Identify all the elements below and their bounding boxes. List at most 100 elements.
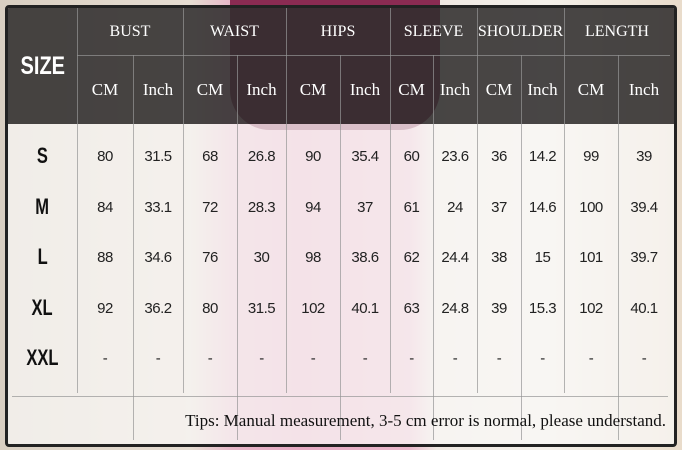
column-divider — [133, 55, 134, 440]
unit-header: CM — [299, 79, 327, 99]
unit-header: CM — [398, 79, 425, 99]
table-cell: 28.3 — [247, 198, 276, 216]
unit-header: Inch — [246, 79, 277, 99]
table-cell: 92 — [97, 299, 113, 317]
group-header-length: LENGTH — [585, 22, 649, 40]
unit-header: Inch — [349, 79, 381, 99]
table-cell: - — [641, 349, 647, 367]
column-divider — [183, 8, 184, 393]
table-cell: 98 — [305, 248, 321, 266]
table-cell: 31.5 — [144, 147, 172, 165]
table-cell: - — [409, 349, 414, 367]
body-footer-divider — [12, 396, 668, 397]
table-cell: 102 — [579, 299, 603, 317]
unit-header: Inch — [439, 79, 471, 99]
size-label-l: L — [37, 244, 48, 269]
unit-header: Inch — [142, 79, 174, 99]
column-divider — [564, 8, 565, 393]
unit-header: Inch — [527, 79, 558, 99]
table-cell: 37 — [491, 198, 507, 216]
table-cell: - — [102, 349, 108, 367]
table-cell: 84 — [97, 198, 113, 216]
table-cell: 62 — [403, 248, 420, 266]
table-cell: 90 — [305, 147, 321, 165]
group-header-shoulder: SHOULDER — [477, 22, 564, 40]
table-cell: 15.3 — [528, 299, 557, 317]
unit-header: Inch — [628, 79, 660, 99]
table-cell: 39 — [491, 299, 507, 317]
table-cell: 34.6 — [144, 248, 172, 266]
size-row-label: XL — [8, 288, 77, 328]
size-header-cell: SIZE — [8, 8, 77, 124]
tips-text: Tips: Manual measurement, 3-5 cm error i… — [185, 411, 666, 430]
size-row-label: L — [8, 237, 77, 277]
table-header — [8, 8, 674, 124]
table-cell: 88 — [97, 248, 113, 266]
table-cell: 68 — [202, 147, 218, 165]
table-cell: 15 — [534, 248, 551, 266]
table-cell: 33.1 — [144, 198, 172, 216]
table-cell: 36 — [491, 147, 507, 165]
table-cell: 40.1 — [351, 299, 379, 317]
table-cell: 14.6 — [528, 198, 557, 216]
size-row-label: S — [8, 136, 77, 176]
table-cell: - — [155, 349, 161, 367]
table-cell: 38 — [491, 248, 507, 266]
table-cell: 24 — [447, 198, 463, 216]
unit-header: CM — [485, 79, 513, 99]
size-label-s: S — [36, 143, 49, 168]
table-cell: 36.2 — [144, 299, 172, 317]
table-cell: 102 — [301, 299, 325, 317]
table-cell: 101 — [579, 248, 603, 266]
column-divider — [521, 55, 522, 440]
table-cell: - — [207, 349, 213, 367]
table-cell: 39.4 — [630, 198, 658, 216]
table-cell: - — [362, 349, 368, 367]
table-cell: 24.4 — [441, 248, 469, 266]
table-cell: 76 — [202, 248, 218, 266]
table-cell: 23.6 — [441, 147, 469, 165]
size-label-xxl: XXL — [26, 345, 59, 370]
column-divider — [237, 55, 238, 440]
table-cell: 60 — [403, 147, 420, 165]
table-cell: 30 — [253, 248, 270, 266]
table-cell: 31.5 — [247, 299, 276, 317]
column-divider — [433, 55, 434, 440]
group-header-bust: BUST — [109, 22, 151, 40]
size-row-label: M — [8, 187, 77, 227]
header-divider — [77, 55, 670, 56]
table-cell: 38.6 — [351, 248, 379, 266]
table-cell: 39 — [636, 147, 652, 165]
group-header-waist: WAIST — [210, 22, 259, 40]
table-cell: - — [259, 349, 264, 367]
size-row-label: XXL — [8, 338, 77, 378]
column-divider — [340, 55, 341, 440]
table-cell: 26.8 — [247, 147, 276, 165]
table-cell: 14.2 — [528, 147, 557, 165]
unit-header: CM — [577, 79, 605, 99]
table-cell: 72 — [202, 198, 218, 216]
table-cell: - — [588, 349, 594, 367]
table-cell: 35.4 — [351, 147, 379, 165]
table-cell: 80 — [202, 299, 218, 317]
unit-header: CM — [196, 79, 224, 99]
group-header-hips: HIPS — [320, 22, 356, 40]
size-chart: SIZE BUST WAIST HIPS SLEEVE SHOULDER LENGTH CM I… — [5, 5, 677, 447]
table-cell: - — [310, 349, 316, 367]
size-title: SIZE — [20, 51, 65, 80]
table-cell: - — [540, 349, 545, 367]
column-divider — [286, 8, 287, 393]
size-label-m: M — [35, 194, 50, 219]
table-cell: 99 — [583, 147, 599, 165]
table-cell: 63 — [403, 299, 420, 317]
table-cell: - — [496, 349, 502, 367]
table-cell: 61 — [403, 198, 420, 216]
column-divider — [477, 8, 478, 393]
unit-header: CM — [91, 79, 119, 99]
size-label-xl: XL — [31, 295, 54, 320]
table-cell: 100 — [579, 198, 603, 216]
table-cell: 94 — [305, 198, 321, 216]
column-divider — [618, 55, 619, 440]
column-divider — [77, 8, 78, 393]
table-cell: - — [452, 349, 458, 367]
